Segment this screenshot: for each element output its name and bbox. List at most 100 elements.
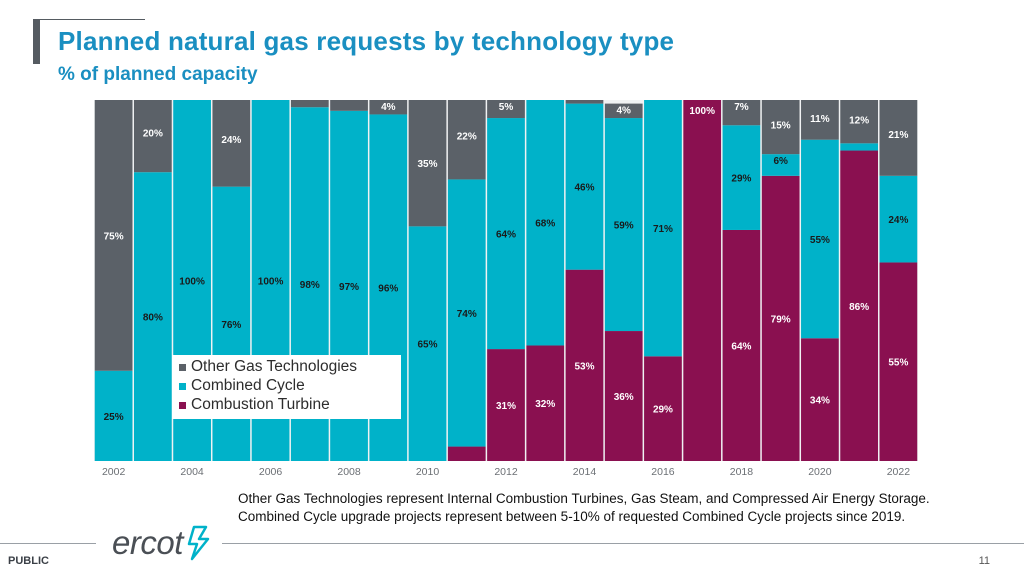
data-label-combined-cycle-2010: 65% [418, 340, 438, 351]
legend-swatch-combustion-turbine [179, 402, 186, 409]
bar-other-gas-2018 [722, 100, 761, 126]
bar-other-gas-2022 [879, 100, 918, 176]
bar-combustion-turbine-2013 [526, 345, 565, 461]
data-label-combined-cycle-2005: 76% [221, 320, 241, 331]
bar-other-gas-2010 [408, 100, 447, 227]
x-tick-label-2004: 2004 [180, 466, 204, 478]
page-subtitle: % of planned capacity [58, 64, 258, 85]
bar-other-gas-2021 [840, 100, 879, 144]
data-label-other-gas-2012: 5% [499, 102, 514, 113]
x-tick-label-2006: 2006 [259, 466, 283, 478]
data-label-combustion-turbine-2015: 36% [614, 392, 634, 403]
data-label-combined-cycle-2006: 100% [258, 277, 284, 288]
data-label-combustion-turbine-2016: 29% [653, 405, 673, 416]
bar-combustion-turbine-2012 [487, 349, 525, 461]
data-label-other-gas-2011: 22% [457, 132, 477, 143]
data-label-combined-cycle-2020: 55% [810, 235, 830, 246]
data-label-other-gas-2018: 7% [734, 102, 749, 113]
stacked-bar-chart: 25% 75% 80% 20% 100% 76% 24% 100% 98% 97% 96% 4% 65%… [94, 100, 918, 478]
data-label-combustion-turbine-2012: 31% [496, 401, 516, 412]
bar-combined-cycle-2013 [526, 100, 565, 346]
bar-combined-cycle-2010 [408, 226, 447, 461]
bar-combustion-turbine-2016 [644, 356, 682, 461]
bar-combustion-turbine-2015 [604, 331, 643, 461]
chart-legend: Other Gas Technologies Combined Cycle Co… [172, 355, 401, 419]
bar-combustion-turbine-2021 [840, 150, 879, 462]
x-tick-label-2002: 2002 [102, 466, 126, 478]
data-label-combustion-turbine-2022: 55% [888, 358, 908, 369]
bar-combined-cycle-2021 [840, 143, 879, 151]
legend-swatch-combined-cycle [179, 383, 186, 390]
data-label-other-gas-2021: 12% [849, 115, 869, 126]
bar-combined-cycle-2015 [604, 118, 643, 332]
legend-label-combustion-turbine: Combustion Turbine [191, 396, 330, 413]
bar-combustion-turbine-2022 [879, 262, 918, 461]
bar-other-gas-2011 [447, 100, 486, 180]
bar-combustion-turbine-2014 [565, 269, 604, 461]
data-label-combined-cycle-2002: 25% [104, 412, 124, 423]
x-tick-label-2018: 2018 [730, 466, 754, 478]
bar-combustion-turbine-2011 [447, 446, 486, 461]
bar-other-gas-2020 [801, 100, 839, 140]
data-label-combustion-turbine-2021: 86% [849, 302, 869, 313]
bar-combined-cycle-2018 [722, 125, 761, 230]
legend-label-combined-cycle: Combined Cycle [191, 377, 305, 394]
title-accent-line [33, 19, 145, 20]
bar-combustion-turbine-2018 [722, 229, 761, 461]
bar-combined-cycle-2022 [879, 175, 918, 263]
bar-other-gas-2007 [290, 100, 329, 108]
ercot-logo: ercot [112, 524, 183, 561]
bar-other-gas-2008 [330, 100, 368, 111]
data-label-combined-cycle-2011: 74% [457, 309, 477, 320]
bar-combined-cycle-2016 [644, 100, 682, 357]
data-label-combustion-turbine-2020: 34% [810, 396, 830, 407]
bar-combined-cycle-2003 [133, 172, 172, 461]
data-label-other-gas-2002: 75% [104, 231, 124, 242]
bar-combustion-turbine-2019 [761, 175, 800, 461]
bar-combined-cycle-2011 [447, 179, 486, 447]
classification-label: PUBLIC [8, 555, 49, 567]
x-tick-label-2012: 2012 [494, 466, 518, 478]
data-label-other-gas-2009: 4% [381, 102, 396, 113]
bar-other-gas-2019 [761, 100, 800, 155]
data-label-combustion-turbine-2019: 79% [771, 314, 791, 325]
legend-swatch-other [179, 364, 186, 371]
footer-divider-left [0, 543, 96, 544]
bar-other-gas-2012 [487, 100, 525, 119]
data-label-combined-cycle-2003: 80% [143, 313, 163, 324]
data-label-combined-cycle-2004: 100% [179, 277, 205, 288]
x-tick-label-2008: 2008 [337, 466, 361, 478]
bar-other-gas-2003 [133, 100, 172, 173]
bar-combined-cycle-2019 [761, 154, 800, 176]
footnote-line-1: Other Gas Technologies represent Interna… [238, 491, 930, 506]
bar-other-gas-2002 [94, 100, 133, 371]
data-label-other-gas-2017: 100% [689, 106, 715, 117]
data-label-combined-cycle-2018: 29% [731, 174, 751, 185]
data-label-combined-cycle-2009: 96% [378, 284, 398, 295]
data-label-other-gas-2003: 20% [143, 128, 163, 139]
x-tick-label-2010: 2010 [416, 466, 440, 478]
data-label-combustion-turbine-2014: 53% [574, 361, 594, 372]
footnote-line-2: Combined Cycle upgrade projects represen… [238, 509, 906, 524]
bar-other-gas-2005 [212, 100, 251, 187]
data-label-other-gas-2020: 11% [810, 114, 830, 125]
data-label-combined-cycle-2015: 59% [614, 221, 634, 232]
page-title: Planned natural gas requests by technolo… [58, 26, 675, 56]
data-label-combined-cycle-2008: 97% [339, 282, 359, 293]
data-label-combined-cycle-2022: 24% [888, 215, 908, 226]
data-label-combustion-turbine-2018: 64% [731, 341, 751, 352]
x-tick-label-2014: 2014 [573, 466, 597, 478]
bar-other-gas-2014 [565, 100, 604, 104]
bar-combustion-turbine-2017 [683, 100, 722, 461]
bar-combined-cycle-2012 [487, 118, 525, 350]
data-label-other-gas-2010: 35% [418, 159, 438, 170]
lightning-bolt-icon [187, 525, 210, 561]
bar-combined-cycle-2014 [565, 103, 604, 270]
data-label-combined-cycle-2014: 46% [574, 183, 594, 194]
data-label-combined-cycle-2007: 98% [300, 280, 320, 291]
x-tick-label-2020: 2020 [808, 466, 832, 478]
bar-other-gas-2015 [604, 103, 643, 119]
bar-other-gas-2009 [369, 100, 408, 115]
data-label-other-gas-2019: 15% [771, 120, 791, 131]
data-label-combined-cycle-2016: 71% [653, 224, 673, 235]
